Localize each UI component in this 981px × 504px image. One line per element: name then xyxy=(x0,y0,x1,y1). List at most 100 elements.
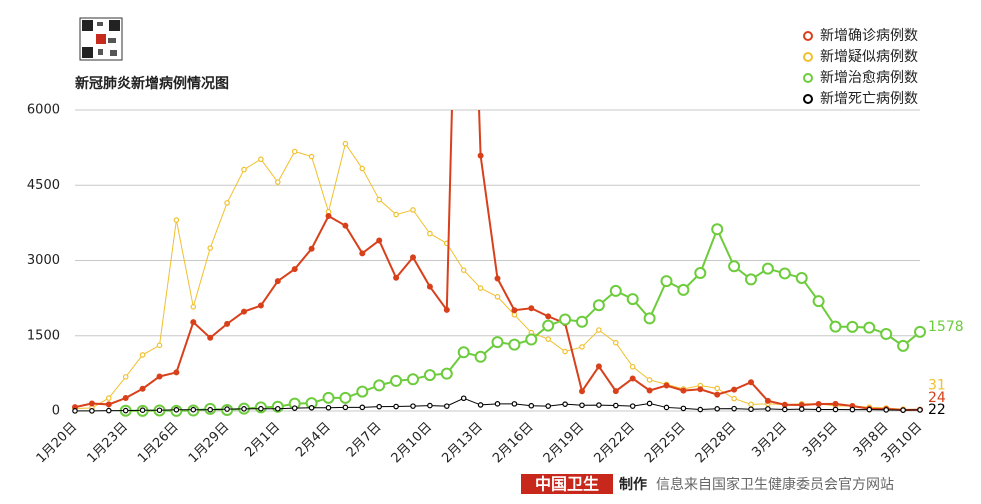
data-point xyxy=(325,213,332,220)
data-point xyxy=(643,312,656,325)
data-point xyxy=(626,293,639,306)
end-label: 31 xyxy=(928,377,946,393)
data-point xyxy=(457,346,470,359)
y-tick-label: 1500 xyxy=(27,328,60,343)
data-point xyxy=(832,400,839,407)
x-tick-label: 3月5日 xyxy=(800,420,841,461)
data-point xyxy=(410,207,416,213)
data-point xyxy=(697,406,704,413)
data-point xyxy=(410,254,416,261)
data-point xyxy=(562,401,568,407)
data-point xyxy=(731,405,737,412)
data-point xyxy=(778,267,791,280)
data-point xyxy=(308,245,315,252)
data-point xyxy=(491,336,504,349)
legend-marker xyxy=(803,73,813,83)
end-label: 24 xyxy=(928,390,946,406)
legend-label: 新增死亡病例数 xyxy=(820,91,918,107)
data-point xyxy=(832,406,839,413)
data-point xyxy=(359,404,366,411)
data-point xyxy=(173,406,180,413)
data-point xyxy=(677,283,690,296)
data-point xyxy=(241,166,247,173)
data-point xyxy=(339,391,352,404)
data-point xyxy=(88,400,95,407)
x-tick-label: 2月22日 xyxy=(591,420,638,467)
data-point xyxy=(795,271,808,284)
data-point xyxy=(714,385,721,392)
data-point xyxy=(511,401,518,407)
data-point xyxy=(105,401,112,408)
data-point xyxy=(443,403,450,409)
data-point xyxy=(460,395,467,402)
data-point xyxy=(711,223,724,236)
made-by: 制作 xyxy=(619,476,647,493)
data-point xyxy=(748,406,754,413)
data-point xyxy=(207,245,214,251)
data-point xyxy=(274,278,281,285)
data-point xyxy=(258,156,264,163)
data-point xyxy=(477,152,484,159)
data-point xyxy=(579,344,585,350)
y-tick-label: 0 xyxy=(52,404,60,419)
data-point xyxy=(291,405,298,411)
data-point xyxy=(106,407,112,414)
legend-label: 新增疑似病例数 xyxy=(820,49,918,65)
x-tick-label: 2月10日 xyxy=(389,420,436,467)
end-label: 1578 xyxy=(928,319,964,335)
data-point xyxy=(72,408,78,414)
data-point xyxy=(829,320,842,333)
data-point xyxy=(592,299,605,312)
data-point xyxy=(646,377,653,383)
y-tick-label: 3000 xyxy=(27,253,60,268)
data-point xyxy=(291,148,298,155)
legend-label: 新增确诊病例数 xyxy=(820,28,918,44)
data-point xyxy=(322,391,335,404)
data-point xyxy=(545,403,552,409)
data-point xyxy=(106,395,112,401)
data-point xyxy=(781,406,788,413)
x-tick-label: 1月29日 xyxy=(186,420,233,467)
data-point xyxy=(612,402,619,409)
x-tick-label: 1月20日 xyxy=(34,420,81,467)
data-point xyxy=(393,211,399,218)
data-point xyxy=(122,407,129,414)
data-point xyxy=(122,374,129,380)
x-tick-label: 2月19日 xyxy=(541,420,588,467)
data-point xyxy=(728,260,741,273)
data-point xyxy=(224,320,231,327)
logo-box xyxy=(521,474,613,494)
data-point xyxy=(440,367,453,380)
series-line xyxy=(74,110,921,412)
data-point xyxy=(612,388,619,395)
data-point xyxy=(342,140,349,147)
data-point xyxy=(257,302,264,309)
data-point xyxy=(798,406,805,412)
data-point xyxy=(494,275,501,282)
x-tick-label: 1月26日 xyxy=(135,420,182,467)
data-point xyxy=(612,339,619,346)
data-point xyxy=(224,200,230,206)
data-point xyxy=(342,222,349,229)
chart-title: 新冠肺炎新增病例情况图 xyxy=(75,75,229,92)
data-point xyxy=(660,275,673,288)
data-point xyxy=(325,404,332,411)
data-point xyxy=(629,363,636,370)
data-point xyxy=(190,406,197,413)
data-point xyxy=(646,400,653,407)
x-tick-label: 2月7日 xyxy=(344,420,385,461)
data-point xyxy=(376,403,383,410)
x-tick-label: 3月2日 xyxy=(749,420,790,461)
data-point xyxy=(426,283,433,290)
legend-label: 新增治愈病例数 xyxy=(820,70,918,86)
data-point xyxy=(508,338,521,351)
y-tick-label: 4500 xyxy=(27,178,60,193)
data-point xyxy=(745,273,757,286)
data-point xyxy=(663,382,670,389)
data-point xyxy=(579,402,585,409)
data-point xyxy=(579,388,585,395)
data-point xyxy=(646,387,653,394)
data-point xyxy=(173,369,180,376)
data-point xyxy=(427,402,433,409)
